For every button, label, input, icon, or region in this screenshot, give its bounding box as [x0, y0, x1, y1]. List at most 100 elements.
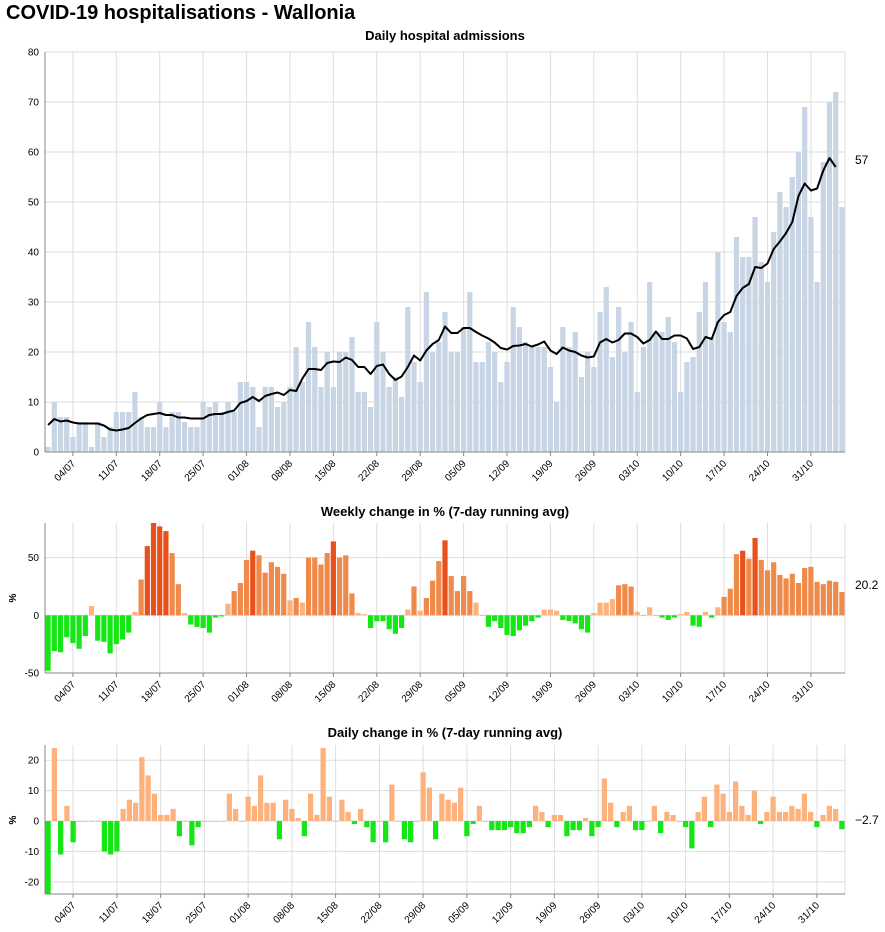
adm-bar	[572, 332, 578, 452]
adm-bar	[336, 352, 343, 452]
weekly-bar	[665, 615, 671, 620]
daily-bar	[383, 821, 389, 843]
weekly-bar	[622, 584, 628, 616]
daily-bar	[414, 821, 420, 822]
weekly-bar	[262, 572, 268, 616]
adm-bar	[622, 352, 628, 452]
adm-bar	[721, 322, 727, 452]
weekly-bar	[436, 561, 442, 616]
weekly-x-tick-label: 08/08	[270, 679, 296, 705]
daily-bar	[270, 802, 276, 822]
adm-bar	[144, 427, 150, 452]
weekly-bar	[802, 568, 808, 616]
weekly-bar	[392, 615, 398, 634]
daily-bar	[570, 821, 576, 831]
daily-bar	[595, 821, 601, 828]
daily-change-chart: Daily change in % (7-day running avg) -2…	[8, 725, 879, 926]
weekly-bar	[733, 554, 740, 616]
weekly-bar	[194, 615, 200, 627]
adm-bar	[541, 347, 547, 452]
weekly-x-tick-label: 05/09	[443, 679, 469, 705]
daily-bar	[289, 808, 295, 822]
adm-bar	[479, 362, 485, 452]
daily-bar	[801, 793, 807, 822]
weekly-change-chart: Weekly change in % (7-day running avg) -…	[8, 504, 879, 705]
weekly-bar	[789, 573, 795, 616]
daily-bar	[301, 821, 307, 837]
daily-bar	[426, 787, 432, 822]
weekly-x-tick-label: 10/10	[660, 679, 686, 705]
adm-bar	[578, 377, 585, 452]
adm-x-tick-label: 04/07	[53, 458, 79, 484]
weekly-bar	[423, 598, 429, 616]
weekly-bar	[578, 615, 585, 630]
weekly-bar	[746, 558, 752, 616]
weekly-bar	[616, 585, 622, 616]
adm-bar	[206, 407, 212, 452]
adm-bar	[138, 417, 144, 452]
daily-x-tick-label: 01/08	[228, 900, 254, 926]
adm-bar	[814, 282, 820, 452]
weekly-x-tick-label: 12/09	[487, 679, 513, 705]
daily-bar	[201, 821, 207, 822]
adm-bar	[795, 152, 802, 452]
daily-bar	[726, 811, 732, 822]
weekly-bar	[479, 615, 485, 617]
weekly-bar	[659, 615, 665, 618]
adm-bar	[429, 352, 436, 452]
adm-bar	[591, 367, 597, 452]
weekly-bar	[231, 591, 237, 616]
adm-bar	[746, 257, 752, 452]
weekly-bar	[721, 596, 727, 616]
adm-bar	[405, 307, 411, 452]
weekly-y-tick-label: 50	[28, 553, 40, 564]
weekly-bar	[82, 615, 88, 637]
weekly-bar	[343, 555, 349, 616]
daily-bar	[370, 821, 376, 843]
daily-bar	[51, 748, 57, 822]
weekly-bar	[820, 584, 826, 616]
daily-x-tick-label: 15/08	[315, 900, 341, 926]
weekly-bar	[243, 559, 250, 616]
daily-bar	[126, 799, 132, 822]
weekly-bar	[126, 615, 132, 633]
daily-change-last-value: −2.7	[855, 813, 879, 827]
adm-bar	[374, 322, 380, 452]
adm-x-tick-label: 15/08	[313, 458, 339, 484]
weekly-bar	[603, 602, 609, 616]
adm-bar	[281, 402, 287, 452]
daily-x-tick-label: 26/09	[578, 900, 604, 926]
daily-bar	[676, 821, 682, 822]
daily-bar	[401, 821, 407, 840]
adm-bar	[715, 252, 721, 452]
adm-bar	[70, 437, 76, 452]
daily-bar	[320, 748, 326, 822]
weekly-x-tick-label: 18/07	[139, 679, 165, 705]
adm-bar	[442, 312, 448, 452]
adm-bar	[181, 422, 188, 452]
daily-bar	[489, 821, 495, 831]
weekly-bar	[367, 615, 374, 628]
weekly-change-bars	[45, 523, 845, 671]
adm-x-tick-label: 03/10	[617, 458, 643, 484]
daily-bar	[133, 802, 139, 822]
adm-bar	[653, 332, 659, 452]
adm-bar	[789, 177, 795, 452]
adm-bar	[150, 427, 157, 452]
weekly-bar	[206, 615, 212, 633]
daily-bar	[508, 821, 514, 828]
daily-bar	[151, 793, 157, 822]
adm-bar	[616, 307, 622, 452]
daily-bar	[89, 821, 95, 822]
weekly-bar	[324, 553, 330, 616]
adm-bar	[225, 402, 231, 452]
adm-y-tick-label: 30	[28, 298, 40, 309]
adm-bar	[498, 382, 504, 452]
weekly-change-last-value: 20.2	[855, 578, 879, 592]
daily-bar	[308, 793, 314, 822]
adm-bar	[398, 397, 405, 452]
daily-bar	[120, 808, 126, 822]
daily-bar	[64, 805, 70, 822]
weekly-bar	[764, 570, 771, 616]
adm-bar	[808, 217, 814, 452]
